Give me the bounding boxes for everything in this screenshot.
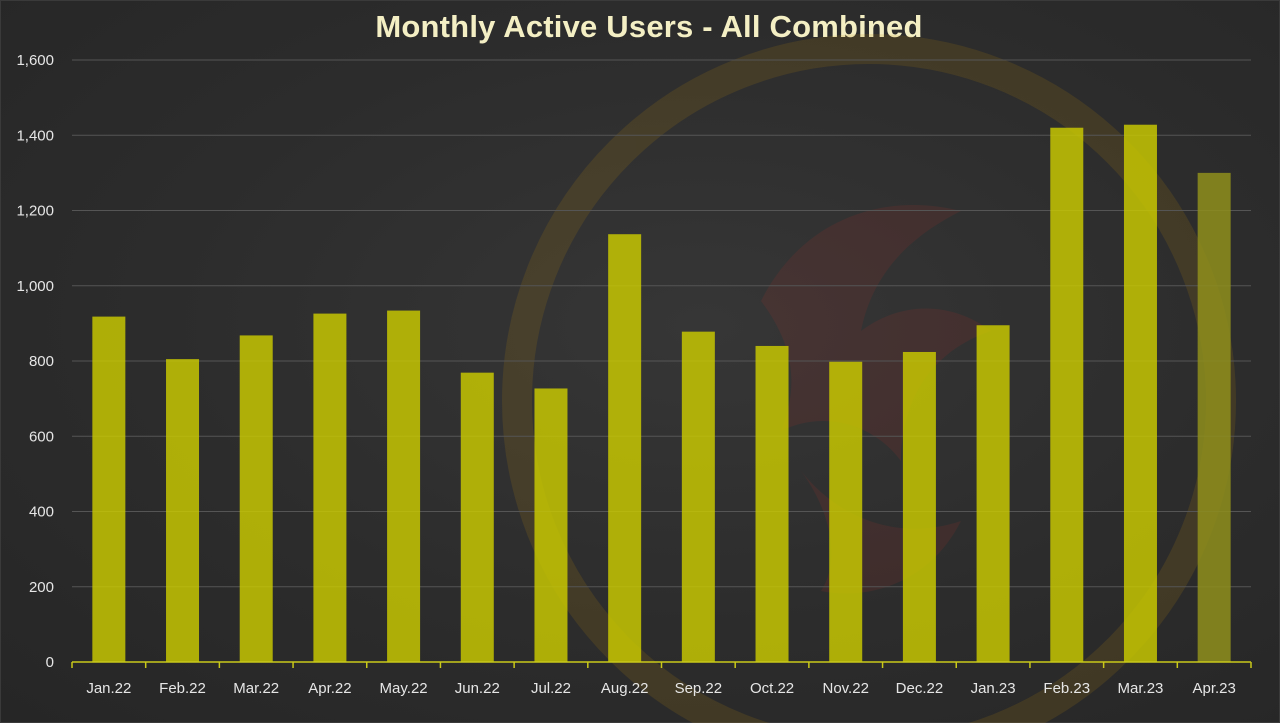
bars [92, 124, 1231, 663]
y-tick-label: 600 [29, 428, 54, 445]
bar-apr-23 [1197, 172, 1231, 662]
axes [71, 661, 1252, 668]
bar-aug-22 [608, 234, 642, 663]
bar-dec-22 [902, 351, 936, 662]
x-tick-label: Nov.22 [823, 680, 869, 697]
x-tick-label: Jan.23 [971, 680, 1016, 697]
y-tick-label: 1,000 [16, 278, 54, 295]
y-tick-label: 1,600 [16, 52, 54, 69]
bar-jul-22 [534, 388, 568, 662]
bar-jun-22 [460, 372, 494, 662]
bar-apr-22 [313, 313, 347, 662]
y-tick-label: 200 [29, 579, 54, 596]
x-tick-label: Mar.23 [1118, 680, 1164, 697]
x-tick-labels: Jan.22 Feb.22 Mar.22 Apr.22 May.22 Jun.22 Jul.… [86, 680, 1236, 697]
x-tick-label: Aug.22 [601, 680, 649, 697]
y-tick-label: 1,200 [16, 203, 54, 220]
y-tick-labels: 0 200 400 600 800 1,000 1,200 1,400 1,600 [16, 52, 54, 671]
bar-jan-22 [92, 316, 126, 662]
x-tick-label: Jul.22 [531, 680, 571, 697]
x-tick-label: Sep.22 [675, 680, 723, 697]
y-tick-label: 400 [29, 504, 54, 521]
x-tick-label: Feb.23 [1043, 680, 1090, 697]
bar-sep-22 [681, 331, 715, 662]
x-tick-label: Apr.23 [1192, 680, 1235, 697]
x-tick-label: Jun.22 [455, 680, 500, 697]
y-tick-label: 1,400 [16, 127, 54, 144]
bar-feb-23 [1050, 127, 1084, 663]
x-tick-label: Jan.22 [86, 680, 131, 697]
y-tick-label: 800 [29, 353, 54, 370]
bar-mar-23 [1123, 124, 1157, 663]
x-tick-label: Feb.22 [159, 680, 206, 697]
x-tick-label: Dec.22 [896, 680, 944, 697]
x-tick-label: May.22 [380, 680, 428, 697]
x-tick-label: Apr.22 [308, 680, 351, 697]
chart-title: Monthly Active Users - All Combined [375, 9, 923, 44]
bar-mar-22 [239, 335, 273, 662]
bar-may-22 [387, 310, 421, 662]
x-tick-label: Mar.22 [233, 680, 279, 697]
bar-oct-22 [755, 345, 789, 662]
bar-nov-22 [829, 361, 863, 662]
x-tick-label: Oct.22 [750, 680, 794, 697]
bar-jan-23 [976, 325, 1010, 662]
bar-feb-22 [166, 359, 200, 662]
y-tick-label: 0 [46, 654, 54, 671]
